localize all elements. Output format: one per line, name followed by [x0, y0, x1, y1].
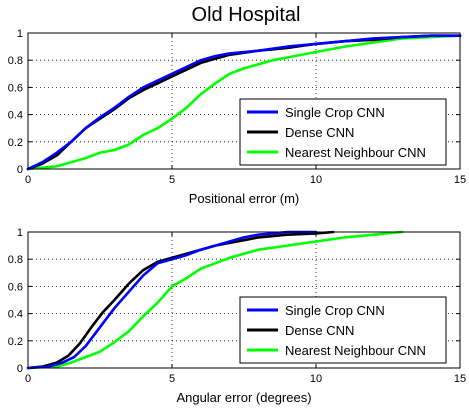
angular-x-tick-label: 0	[25, 373, 31, 385]
positional-x-tick-label: 10	[310, 174, 322, 186]
angular-y-tick-label: 0	[17, 363, 23, 375]
positional-axes-box	[27, 32, 461, 170]
positional-series-nearest-neighbour-cnn	[26, 34, 462, 171]
positional-ticks: 0 5 10 15 0 0.2 0.4 0.6 0.8 1	[8, 28, 466, 186]
angular-x-tick-label: 15	[454, 373, 466, 385]
angular-y-tick-label: 0.2	[8, 336, 23, 348]
angular-error-chart: 0 5 10 15 0 0.2 0.4 0.6 0.8 1 Angular error (degr…	[8, 227, 466, 405]
positional-y-tick-label: 0.8	[8, 55, 23, 67]
positional-legend-label-dense-cnn: Dense CNN	[285, 125, 354, 140]
angular-legend-label-single-crop-cnn: Single Crop CNN	[285, 303, 385, 318]
positional-series	[26, 34, 462, 171]
positional-y-tick-label: 0.6	[8, 82, 23, 94]
angular-y-tick-label: 1	[17, 227, 23, 239]
angular-x-tick-label: 10	[310, 373, 322, 385]
angular-x-axis-label: Angular error (degrees)	[176, 390, 311, 405]
angular-series-dense-cnn	[26, 230, 335, 370]
angular-y-tick-label: 0.6	[8, 281, 23, 293]
positional-series-single-crop-cnn	[26, 34, 462, 171]
positional-y-tick-label: 0.4	[8, 110, 23, 122]
positional-y-tick-label: 0	[17, 164, 23, 176]
positional-y-tick-label: 1	[17, 28, 23, 40]
angular-series-single-crop-cnn	[26, 230, 318, 370]
positional-legend-label-single-crop-cnn: Single Crop CNN	[285, 105, 385, 120]
angular-ticks: 0 5 10 15 0 0.2 0.4 0.6 0.8 1	[8, 227, 466, 385]
angular-y-tick-label: 0.8	[8, 254, 23, 266]
angular-legend-label-dense-cnn: Dense CNN	[285, 323, 354, 338]
positional-x-tick-label: 15	[454, 174, 466, 186]
positional-error-chart: 0 5 10 15 0 0.2 0.4 0.6 0.8 1 Positional error (m…	[8, 28, 466, 206]
angular-axes-box	[27, 231, 461, 369]
positional-x-tick-label: 0	[25, 174, 31, 186]
positional-x-tick-label: 5	[169, 174, 175, 186]
angular-legend: Single Crop CNN Dense CNN Nearest Neighbou…	[239, 296, 447, 364]
angular-y-tick-label: 0.4	[8, 309, 23, 321]
positional-x-axis-label: Positional error (m)	[189, 191, 300, 206]
angular-x-tick-label: 5	[169, 373, 175, 385]
positional-y-tick-label: 0.2	[8, 137, 23, 149]
positional-legend: Single Crop CNN Dense CNN Nearest Neighbou…	[239, 98, 447, 166]
figure-title: Old Hospital	[192, 4, 301, 26]
angular-series-nearest-neighbour-cnn	[26, 230, 404, 370]
angular-legend-label-nearest-neighbour-cnn: Nearest Neighbour CNN	[285, 343, 426, 358]
angular-series	[26, 230, 404, 370]
positional-legend-label-nearest-neighbour-cnn: Nearest Neighbour CNN	[285, 145, 426, 160]
